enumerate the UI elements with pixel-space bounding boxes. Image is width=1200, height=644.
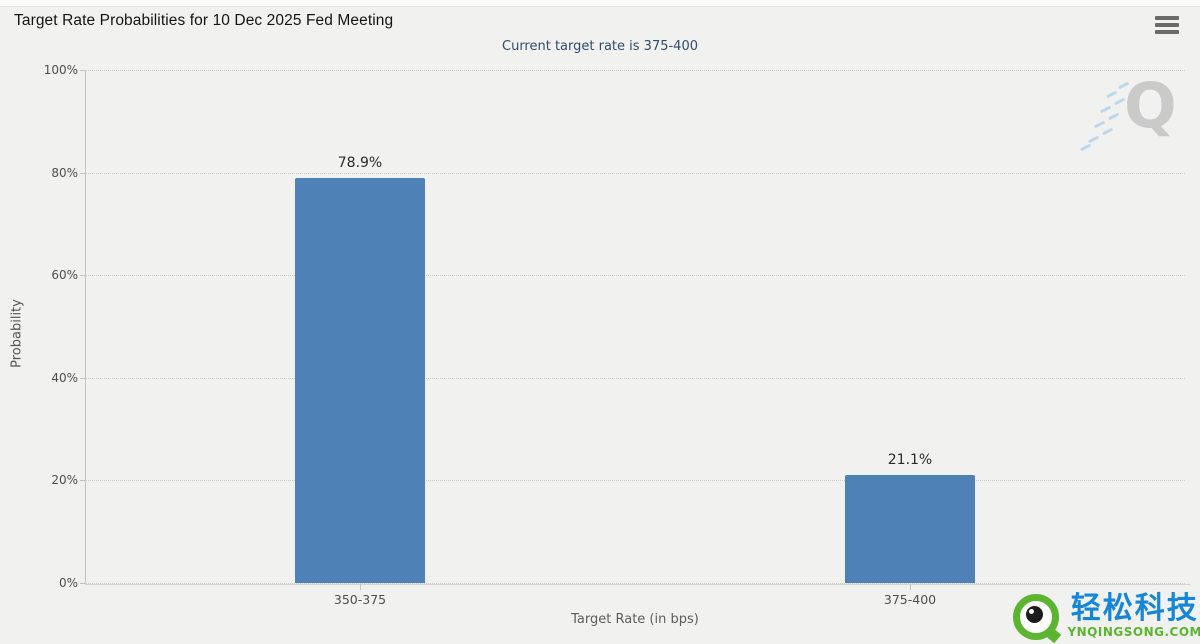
y-axis-tick-label: 0%: [58, 576, 78, 590]
y-axis-tick-label: 100%: [43, 63, 78, 77]
gridline: [85, 70, 1185, 71]
y-axis-tick-label: 40%: [51, 370, 78, 385]
x-axis-category-label: 375-400: [883, 592, 937, 607]
y-axis-tick-label: 60%: [51, 268, 78, 283]
chart-subtitle: Current target rate is 375-400: [502, 39, 698, 54]
y-axis-tick: [80, 172, 85, 174]
y-axis-tick: [80, 70, 85, 71]
chart-title: Target Rate Probabilities for 10 Dec 202…: [14, 12, 394, 29]
gridline: [85, 583, 1185, 584]
x-axis-category-label: 350-375: [333, 592, 387, 607]
y-axis-tick: [80, 275, 85, 277]
y-axis-tick-label: 80%: [51, 165, 78, 180]
brand-domain: YNQINGSONG.COM: [1067, 625, 1200, 639]
y-axis-title: Probability: [9, 299, 25, 368]
brand-mascot-icon: [1013, 594, 1062, 644]
plot-area: 78.9% 21.1%: [85, 70, 1185, 584]
gridline: [85, 480, 1185, 482]
bar-375-400[interactable]: [845, 474, 975, 583]
bar-value-label: 21.1%: [887, 451, 933, 468]
brand-logo: 轻松科技 YNQINGSONG.COM: [1013, 591, 1200, 644]
menu-bar: [1155, 23, 1179, 27]
y-axis-tick: [80, 480, 85, 482]
bar-value-label: 78.9%: [337, 155, 383, 172]
y-axis-tick: [80, 583, 85, 584]
y-axis-tick-label: 20%: [51, 473, 78, 488]
x-axis-line: [85, 584, 1190, 585]
brand-name: 轻松科技: [1070, 591, 1199, 626]
gridline: [85, 275, 1185, 277]
gridline: [85, 172, 1185, 174]
bar-350-375[interactable]: [295, 178, 425, 583]
top-strip: [0, 0, 1200, 7]
y-axis-tick: [80, 377, 85, 379]
menu-bar: [1155, 16, 1179, 20]
x-axis-tick: [360, 584, 361, 590]
hamburger-menu-icon[interactable]: [1155, 16, 1179, 34]
x-axis-tick: [910, 584, 911, 590]
gridline: [85, 377, 1185, 379]
menu-bar: [1155, 30, 1179, 34]
y-axis-line: [85, 70, 86, 584]
x-axis-title: Target Rate (in bps): [571, 612, 699, 627]
